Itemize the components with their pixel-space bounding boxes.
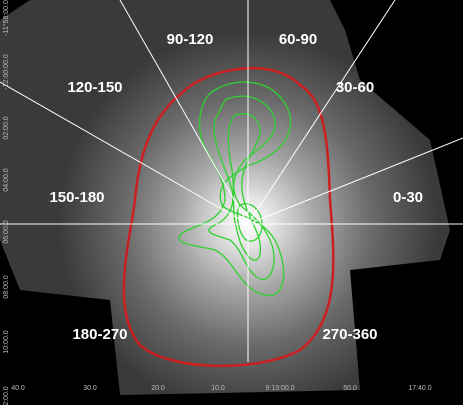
ra-tick-label: 10.0 [211, 385, 225, 392]
sector-lines [0, 0, 463, 362]
ra-tick-label: 30.0 [83, 385, 97, 392]
ra-tick-label: 17:40.0 [408, 385, 431, 392]
dec-tick-label: -12:00:00.0 [3, 54, 10, 90]
sector-label: 60-90 [279, 31, 317, 48]
ra-tick-label: 40.0 [11, 385, 25, 392]
sector-label: 270-360 [322, 326, 377, 343]
dec-tick-label: 02:00.0 [3, 116, 10, 139]
green-contours [178, 81, 292, 297]
ra-tick-label: 20.0 [151, 385, 165, 392]
red-contour [122, 66, 335, 368]
sector-label: 30-60 [336, 79, 374, 96]
sector-label: 120-150 [67, 79, 122, 96]
dec-tick-label: -11°58:00.0 [2, 0, 10, 36]
dec-tick-label: 08:00.0 [3, 275, 10, 298]
ra-tick-label: 9:13:00.0 [265, 385, 294, 392]
dec-tick-label: 06:00.0 [3, 220, 10, 243]
sector-label: 150-180 [49, 189, 104, 206]
sector-label: 90-120 [167, 31, 214, 48]
ra-tick-label: 50.0 [343, 385, 357, 392]
sector-label: 0-30 [393, 189, 423, 206]
dec-tick-label: 10:00.0 [3, 330, 10, 353]
dec-tick-label: 04:00.0 [3, 168, 10, 191]
dec-tick-label: 12:00.0 [3, 386, 10, 405]
sector-label: 180-270 [72, 326, 127, 343]
